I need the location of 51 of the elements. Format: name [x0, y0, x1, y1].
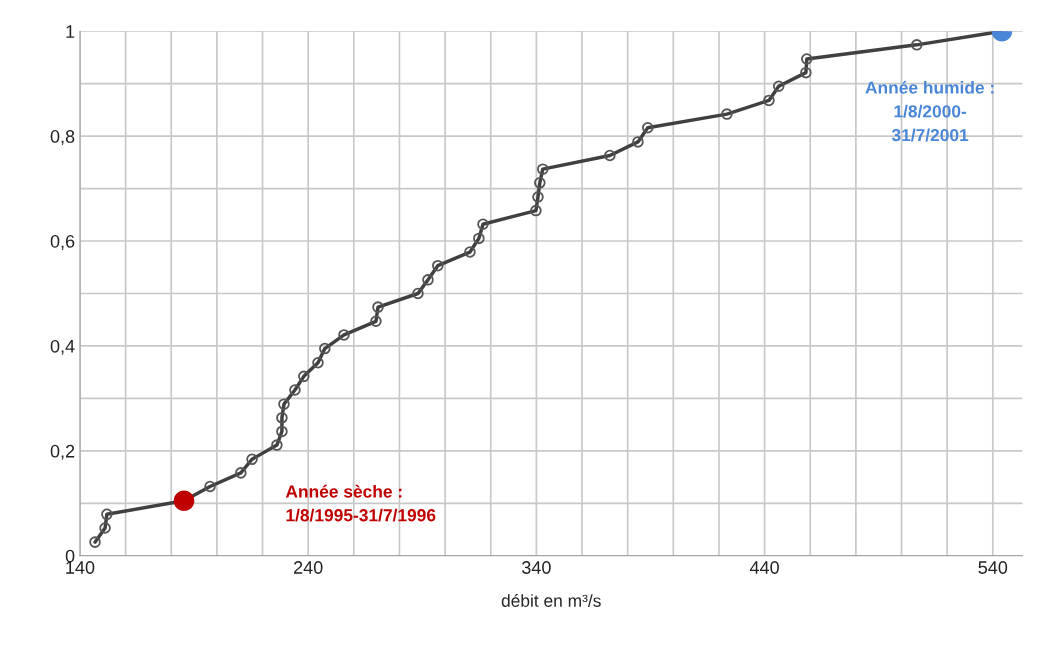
point — [721, 108, 733, 120]
x-tick-label: 540 — [978, 561, 1008, 574]
point — [632, 136, 644, 148]
point — [298, 370, 310, 383]
point — [534, 177, 546, 189]
point — [89, 536, 101, 548]
point — [204, 480, 216, 493]
point — [800, 66, 812, 79]
point — [372, 301, 384, 313]
point — [532, 191, 544, 203]
y-tick-label: 0,6 — [50, 234, 75, 250]
x-tick-label: 440 — [749, 561, 779, 574]
point — [473, 232, 485, 245]
point — [101, 508, 113, 521]
x-tick-label: 140 — [66, 561, 95, 574]
x-axis-title: débit en m³/s — [501, 593, 601, 607]
point — [641, 121, 654, 134]
point — [422, 274, 434, 286]
point — [235, 467, 247, 479]
point — [173, 490, 195, 511]
point — [911, 39, 923, 51]
x-tick-label: 240 — [294, 561, 323, 574]
point — [604, 149, 616, 162]
point — [289, 384, 301, 396]
point — [278, 398, 290, 410]
y-tick-label: 0,4 — [50, 339, 75, 355]
y-tick-label: 0 — [65, 549, 75, 563]
point — [530, 204, 542, 217]
y-tick-label: 0,8 — [50, 130, 75, 145]
annotation: Année sèche : 1/8/1995-31/7/1996 — [285, 484, 436, 522]
point — [246, 453, 258, 466]
point — [276, 412, 288, 424]
point — [99, 522, 111, 534]
point — [801, 53, 813, 65]
point — [312, 356, 324, 369]
point — [370, 315, 382, 328]
point — [276, 425, 288, 438]
annotation: Année humide : 1/8/2000- 31/7/2001 — [865, 80, 994, 142]
point — [412, 287, 424, 300]
point — [477, 218, 489, 231]
point — [338, 329, 350, 341]
point — [536, 163, 549, 175]
point — [763, 94, 775, 107]
x-tick-label: 340 — [522, 561, 551, 574]
point — [319, 342, 331, 355]
point — [772, 80, 785, 93]
point — [464, 246, 476, 258]
y-tick-label: 0,2 — [50, 444, 75, 460]
y-tick-label: 1 — [66, 25, 75, 38]
point — [271, 439, 283, 451]
point — [432, 259, 444, 272]
